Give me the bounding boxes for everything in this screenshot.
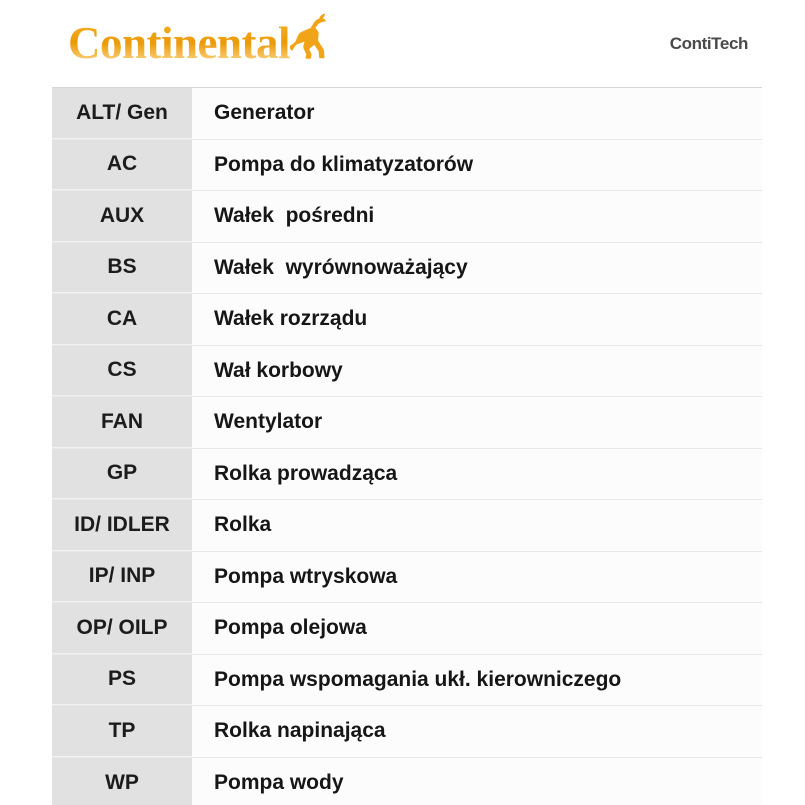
component-description-cell: Rolka xyxy=(192,500,762,551)
component-code-cell: FAN xyxy=(52,397,192,448)
component-description-cell: Rolka napinająca xyxy=(192,706,762,757)
component-code-cell: OP/ OILP xyxy=(52,603,192,654)
rearing-horse-icon xyxy=(289,13,332,64)
table-row: ALT/ Gen Generator xyxy=(52,88,762,140)
component-code-cell: ALT/ Gen xyxy=(52,88,192,139)
component-description-cell: Wentylator xyxy=(192,397,762,448)
table-row: BS Wałek wyrównoważający xyxy=(52,242,762,294)
component-description-cell: Wałek rozrządu xyxy=(192,294,762,345)
component-description-cell: Pompa do klimatyzatorów xyxy=(192,139,762,190)
table-row: GP Rolka prowadząca xyxy=(52,448,762,500)
component-code-cell: GP xyxy=(52,448,192,499)
component-code-cell: BS xyxy=(52,242,192,293)
table-row: AC Pompa do klimatyzatorów xyxy=(52,139,762,191)
component-code-cell: WP xyxy=(52,757,192,805)
table-row: FAN Wentylator xyxy=(52,397,762,449)
component-code-cell: ID/ IDLER xyxy=(52,500,192,551)
component-code-cell: CS xyxy=(52,345,192,396)
component-description-cell: Pompa wody xyxy=(192,757,762,805)
component-description-cell: Wałek pośredni xyxy=(192,191,762,242)
brand-wordmark: Continental xyxy=(68,17,291,68)
component-description-cell: Pompa wtryskowa xyxy=(192,551,762,602)
component-description-cell: Rolka prowadząca xyxy=(192,448,762,499)
component-code-cell: AUX xyxy=(52,191,192,242)
continental-logo: Continental xyxy=(68,13,332,72)
component-description-cell: Generator xyxy=(192,88,762,139)
component-description-cell: Pompa wspomagania ukł. kierowniczego xyxy=(192,654,762,705)
table-row: CS Wał korbowy xyxy=(52,345,762,397)
table-row: OP/ OILP Pompa olejowa xyxy=(52,603,762,655)
table-row: TP Rolka napinająca xyxy=(52,706,762,758)
brand-header: Continental ContiTech xyxy=(52,0,762,88)
table-row: IP/ INP Pompa wtryskowa xyxy=(52,551,762,603)
component-description-cell: Wał korbowy xyxy=(192,345,762,396)
component-code-cell: PS xyxy=(52,654,192,705)
component-description-cell: Wałek wyrównoważający xyxy=(192,242,762,293)
component-code-legend-table: Continental ContiTech ALT/ Gen Generator A… xyxy=(52,0,762,805)
table-row: PS Pompa wspomagania ukł. kierowniczego xyxy=(52,654,762,706)
component-code-cell: AC xyxy=(52,139,192,190)
table-row: AUX Wałek pośredni xyxy=(52,191,762,243)
component-code-cell: TP xyxy=(52,706,192,757)
table-row: CA Wałek rozrządu xyxy=(52,294,762,346)
table-row: ID/ IDLER Rolka xyxy=(52,500,762,552)
sub-brand-label: ContiTech xyxy=(669,34,749,53)
component-code-cell: CA xyxy=(52,294,192,345)
component-code-cell: IP/ INP xyxy=(52,551,192,602)
legend-row-list: ALT/ Gen Generator AC Pompa do klimatyzator… xyxy=(52,88,762,805)
component-description-cell: Pompa olejowa xyxy=(192,603,762,654)
table-row: WP Pompa wody xyxy=(52,757,762,805)
